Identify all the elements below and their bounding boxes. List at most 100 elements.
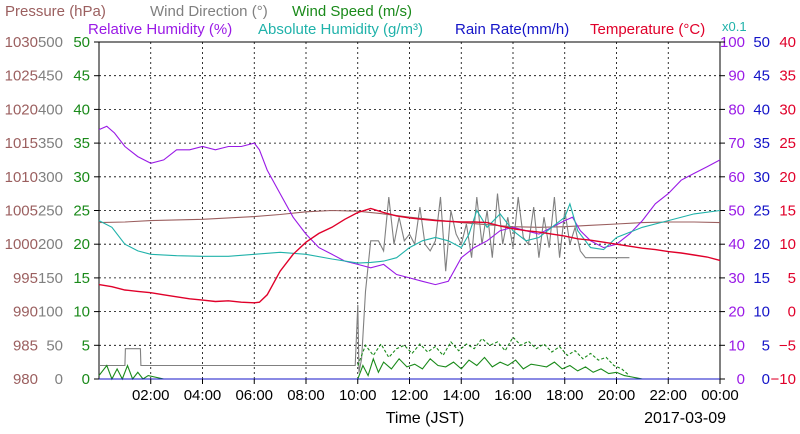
y-tick-label-pressure: 1030 bbox=[5, 34, 38, 51]
y-tick-label-rain_rate: 25 bbox=[753, 203, 770, 220]
y-tick-label-rain_rate: 15 bbox=[753, 270, 770, 287]
y-tick-label-wind_direction: 50 bbox=[46, 337, 63, 354]
y-tick-label-wind_direction: 200 bbox=[38, 236, 63, 253]
y-tick-label-wind_direction: 450 bbox=[38, 68, 63, 85]
x-tick-label: 14:00 bbox=[442, 387, 480, 404]
y-tick-label-relative_humidity: 80 bbox=[728, 101, 745, 118]
series-line bbox=[98, 202, 721, 264]
y-tick-label-wind_speed: 20 bbox=[73, 236, 90, 253]
y-tick-label-pressure: 995 bbox=[13, 270, 38, 287]
x-tick-label: 00:00 bbox=[701, 387, 739, 404]
series-line bbox=[98, 125, 721, 286]
y-tick-label-temperature: 0 bbox=[788, 304, 796, 321]
y-tick-label-relative_humidity: 100 bbox=[720, 34, 745, 51]
y-tick-label-temperature: 35 bbox=[779, 68, 796, 85]
x-tick-label: 18:00 bbox=[546, 387, 584, 404]
y-tick-label-relative_humidity: 20 bbox=[728, 304, 745, 321]
legend-item-row2: Temperature (°C) bbox=[590, 21, 705, 38]
y-tick-label-temperature: 15 bbox=[779, 203, 796, 220]
legend-item-row2: Rain Rate(mm/h) bbox=[455, 21, 569, 38]
y-tick-label-rain_rate: 0 bbox=[762, 371, 770, 388]
y-tick-label-wind_direction: 150 bbox=[38, 270, 63, 287]
x-tick-label: 04:00 bbox=[184, 387, 222, 404]
x-tick-label: 08:00 bbox=[287, 387, 325, 404]
y-tick-label-wind_direction: 250 bbox=[38, 203, 63, 220]
series-line bbox=[98, 356, 720, 381]
y-tick-label-pressure: 1015 bbox=[5, 135, 38, 152]
y-tick-label-pressure: 1025 bbox=[5, 68, 38, 85]
y-tick-label-pressure: 985 bbox=[13, 337, 38, 354]
y-tick-label-rain_rate: 10 bbox=[753, 304, 770, 321]
y-tick-label-temperature: 40 bbox=[779, 34, 796, 51]
y-tick-label-rain_rate: 20 bbox=[753, 236, 770, 253]
y-tick-label-relative_humidity: 50 bbox=[728, 203, 745, 220]
series-line bbox=[98, 207, 721, 304]
y-tick-label-rain_rate: 30 bbox=[753, 169, 770, 186]
x-tick-label: 12:00 bbox=[391, 387, 429, 404]
y-tick-label-wind_speed: 40 bbox=[73, 101, 90, 118]
y-tick-label-relative_humidity: 0 bbox=[737, 371, 745, 388]
legend-item-row1: Pressure (hPa) bbox=[5, 3, 106, 20]
x-axis-label: Time (JST) bbox=[386, 410, 465, 427]
legend-item-row1: Wind Speed (m/s) bbox=[292, 3, 412, 20]
x-axis: 02:00 04:00 06:00 08:00 10:00 12:00 14:00 16:00… bbox=[132, 379, 739, 427]
y-tick-label-wind_direction: 100 bbox=[38, 304, 63, 321]
legend-multiplier: x0.1 bbox=[722, 19, 747, 34]
y-tick-label-pressure: 980 bbox=[13, 371, 38, 388]
y-tick-label-rain_rate: 35 bbox=[753, 135, 770, 152]
y-tick-label-wind_direction: 500 bbox=[38, 34, 63, 51]
x-tick-label: 02:00 bbox=[132, 387, 170, 404]
y-tick-label-rain_rate: 40 bbox=[753, 101, 770, 118]
y-tick-label-relative_humidity: 90 bbox=[728, 68, 745, 85]
y-tick-label-pressure: 1005 bbox=[5, 203, 38, 220]
y-tick-label-wind_direction: 400 bbox=[38, 101, 63, 118]
legend-item-row2: Absolute Humidity (g/m³) bbox=[258, 21, 423, 38]
legend-item-row1: Wind Direction (°) bbox=[150, 3, 268, 20]
series-line bbox=[357, 336, 630, 377]
y-tick-label-wind_speed: 35 bbox=[73, 135, 90, 152]
y-tick-label-pressure: 990 bbox=[13, 304, 38, 321]
y-tick-label-pressure: 1000 bbox=[5, 236, 38, 253]
grid bbox=[98, 41, 721, 380]
y-tick-label-temperature: 5 bbox=[788, 270, 796, 287]
x-tick-label: 10:00 bbox=[339, 387, 377, 404]
y-tick-label-relative_humidity: 60 bbox=[728, 169, 745, 186]
x-tick-label: 06:00 bbox=[235, 387, 273, 404]
legend: Pressure (hPa) Wind Direction (°) Wind Spe… bbox=[5, 3, 747, 38]
y-tick-label-relative_humidity: 70 bbox=[728, 135, 745, 152]
series-line bbox=[99, 193, 630, 373]
y-tick-label-wind_speed: 50 bbox=[73, 34, 90, 51]
y-tick-label-wind_direction: 300 bbox=[38, 169, 63, 186]
y-tick-label-relative_humidity: 30 bbox=[728, 270, 745, 287]
left-axes: 9809859909951000100510101015102010251030… bbox=[5, 34, 99, 388]
y-tick-label-rain_rate: 45 bbox=[753, 68, 770, 85]
x-tick-label: 20:00 bbox=[598, 387, 636, 404]
y-tick-label-wind_direction: 350 bbox=[38, 135, 63, 152]
y-tick-label-temperature: 20 bbox=[779, 169, 796, 186]
y-tick-label-rain_rate: 50 bbox=[753, 34, 770, 51]
y-tick-label-wind_speed: 15 bbox=[73, 270, 90, 287]
y-tick-label-relative_humidity: 40 bbox=[728, 236, 745, 253]
y-tick-label-wind_speed: 30 bbox=[73, 169, 90, 186]
y-tick-label-wind_direction: 0 bbox=[55, 371, 63, 388]
y-tick-label-temperature: 10 bbox=[779, 236, 796, 253]
y-tick-label-wind_speed: 10 bbox=[73, 304, 90, 321]
date-label: 2017-03-09 bbox=[644, 410, 726, 427]
y-tick-label-pressure: 1010 bbox=[5, 169, 38, 186]
legend-item-row2: Relative Humidity (%) bbox=[88, 21, 232, 38]
y-tick-label-temperature: 30 bbox=[779, 101, 796, 118]
y-tick-label-rain_rate: 5 bbox=[762, 337, 770, 354]
right-axes: 0102030405060708090100051015202530354045… bbox=[720, 34, 796, 388]
y-tick-label-relative_humidity: 10 bbox=[728, 337, 745, 354]
x-tick-label: 22:00 bbox=[649, 387, 687, 404]
y-tick-label-wind_speed: 0 bbox=[82, 371, 90, 388]
y-tick-label-pressure: 1020 bbox=[5, 101, 38, 118]
y-tick-label-wind_speed: 5 bbox=[82, 337, 90, 354]
y-tick-label-temperature: −5 bbox=[779, 337, 796, 354]
x-tick-label: 16:00 bbox=[494, 387, 532, 404]
y-tick-label-temperature: −10 bbox=[771, 371, 796, 388]
y-tick-label-wind_speed: 45 bbox=[73, 68, 90, 85]
y-tick-label-wind_speed: 25 bbox=[73, 203, 90, 220]
y-tick-label-temperature: 25 bbox=[779, 135, 796, 152]
